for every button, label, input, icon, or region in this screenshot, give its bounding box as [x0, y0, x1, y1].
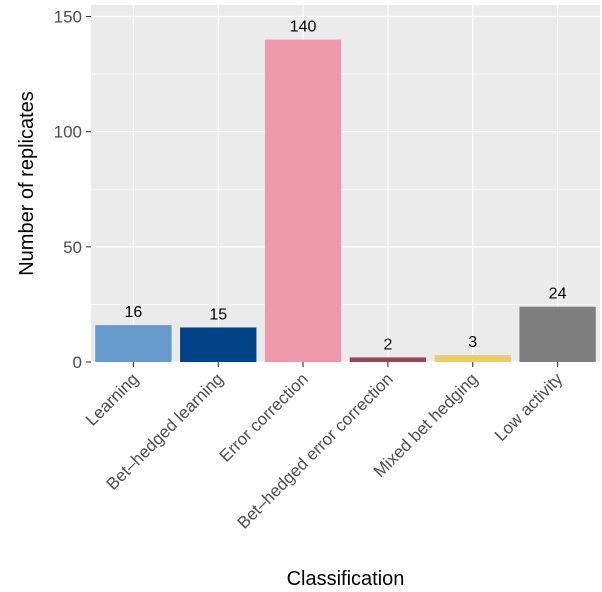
- x-tick-label: Learning: [82, 369, 142, 429]
- y-axis-title: Number of replicates: [16, 91, 38, 276]
- bar: [434, 355, 511, 362]
- data-labels: 16 15 140 2 3 24: [125, 19, 567, 354]
- bar: [264, 39, 342, 362]
- bar: [95, 325, 172, 362]
- plot-panel: [91, 5, 600, 362]
- data-label: 15: [209, 306, 227, 323]
- x-tick-label: Bet–hedged error correction: [234, 369, 397, 532]
- minor-gridlines: [91, 73, 600, 305]
- data-label: 140: [290, 19, 317, 36]
- data-label: 3: [468, 334, 477, 351]
- data-label: 24: [549, 286, 567, 303]
- y-tick-label: 150: [54, 8, 82, 27]
- y-tick-label: 0: [73, 353, 82, 372]
- x-tick-label: Low activity: [491, 369, 567, 445]
- bar: [349, 357, 427, 362]
- bar: [519, 306, 596, 362]
- y-axis: 0 50 100 150: [54, 8, 91, 372]
- x-axis-title: Classification: [287, 568, 405, 590]
- data-label: 2: [383, 336, 392, 353]
- y-tick-label: 100: [54, 123, 82, 142]
- data-label: 16: [125, 304, 143, 321]
- y-tick-label: 50: [63, 238, 82, 257]
- bar: [180, 327, 257, 362]
- x-tick-label: Error correction: [216, 369, 312, 465]
- bars: [95, 39, 596, 362]
